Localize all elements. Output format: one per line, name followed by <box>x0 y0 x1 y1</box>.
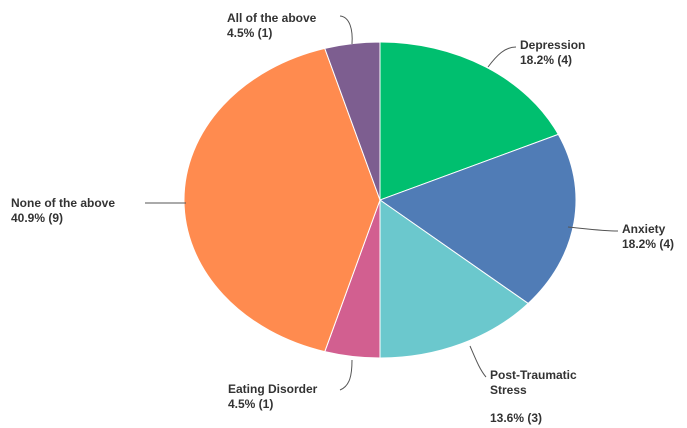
leader-eating-disorder <box>339 359 353 391</box>
label-all-of-the-above: All of the above 4.5% (1) <box>227 11 317 40</box>
pie-slice-anxiety[interactable] <box>378 133 577 305</box>
label-anxiety-value: 18.2% (4) <box>622 237 674 251</box>
pie-slice-none-of-the-above[interactable] <box>183 47 381 353</box>
label-all-name: All of the above <box>227 11 317 25</box>
label-depression: Depression 18.2% (4) <box>520 38 585 67</box>
label-anxiety: Anxiety 18.2% (4) <box>622 222 674 251</box>
leader-lines <box>145 15 619 391</box>
leader-post-traumatic-stress <box>469 345 487 378</box>
label-eating-disorder-name: Eating Disorder <box>228 382 318 396</box>
pie-slices <box>183 41 577 359</box>
label-pts-name-line1: Post-Traumatic <box>490 368 577 382</box>
label-pts-value: 13.6% (3) <box>490 411 542 425</box>
label-eating-disorder: Eating Disorder 4.5% (1) <box>228 382 318 411</box>
label-none-value: 40.9% (9) <box>11 211 63 225</box>
leader-depression <box>487 46 517 68</box>
label-eating-disorder-value: 4.5% (1) <box>228 397 273 411</box>
label-depression-value: 18.2% (4) <box>520 53 572 67</box>
label-pts-name-line2: Stress <box>490 383 527 397</box>
label-all-value: 4.5% (1) <box>227 26 272 40</box>
label-none-name: None of the above <box>11 196 115 210</box>
label-post-traumatic-stress: Post-Traumatic Stress 13.6% (3) <box>490 368 577 425</box>
leader-all-of-the-above <box>339 15 353 45</box>
label-anxiety-name: Anxiety <box>622 222 666 236</box>
label-none-of-the-above: None of the above 40.9% (9) <box>11 196 115 225</box>
pie-slice-post-traumatic-stress[interactable] <box>379 199 529 359</box>
leader-anxiety <box>567 226 619 232</box>
pie-slice-depression[interactable] <box>379 41 560 201</box>
label-depression-name: Depression <box>520 38 585 52</box>
